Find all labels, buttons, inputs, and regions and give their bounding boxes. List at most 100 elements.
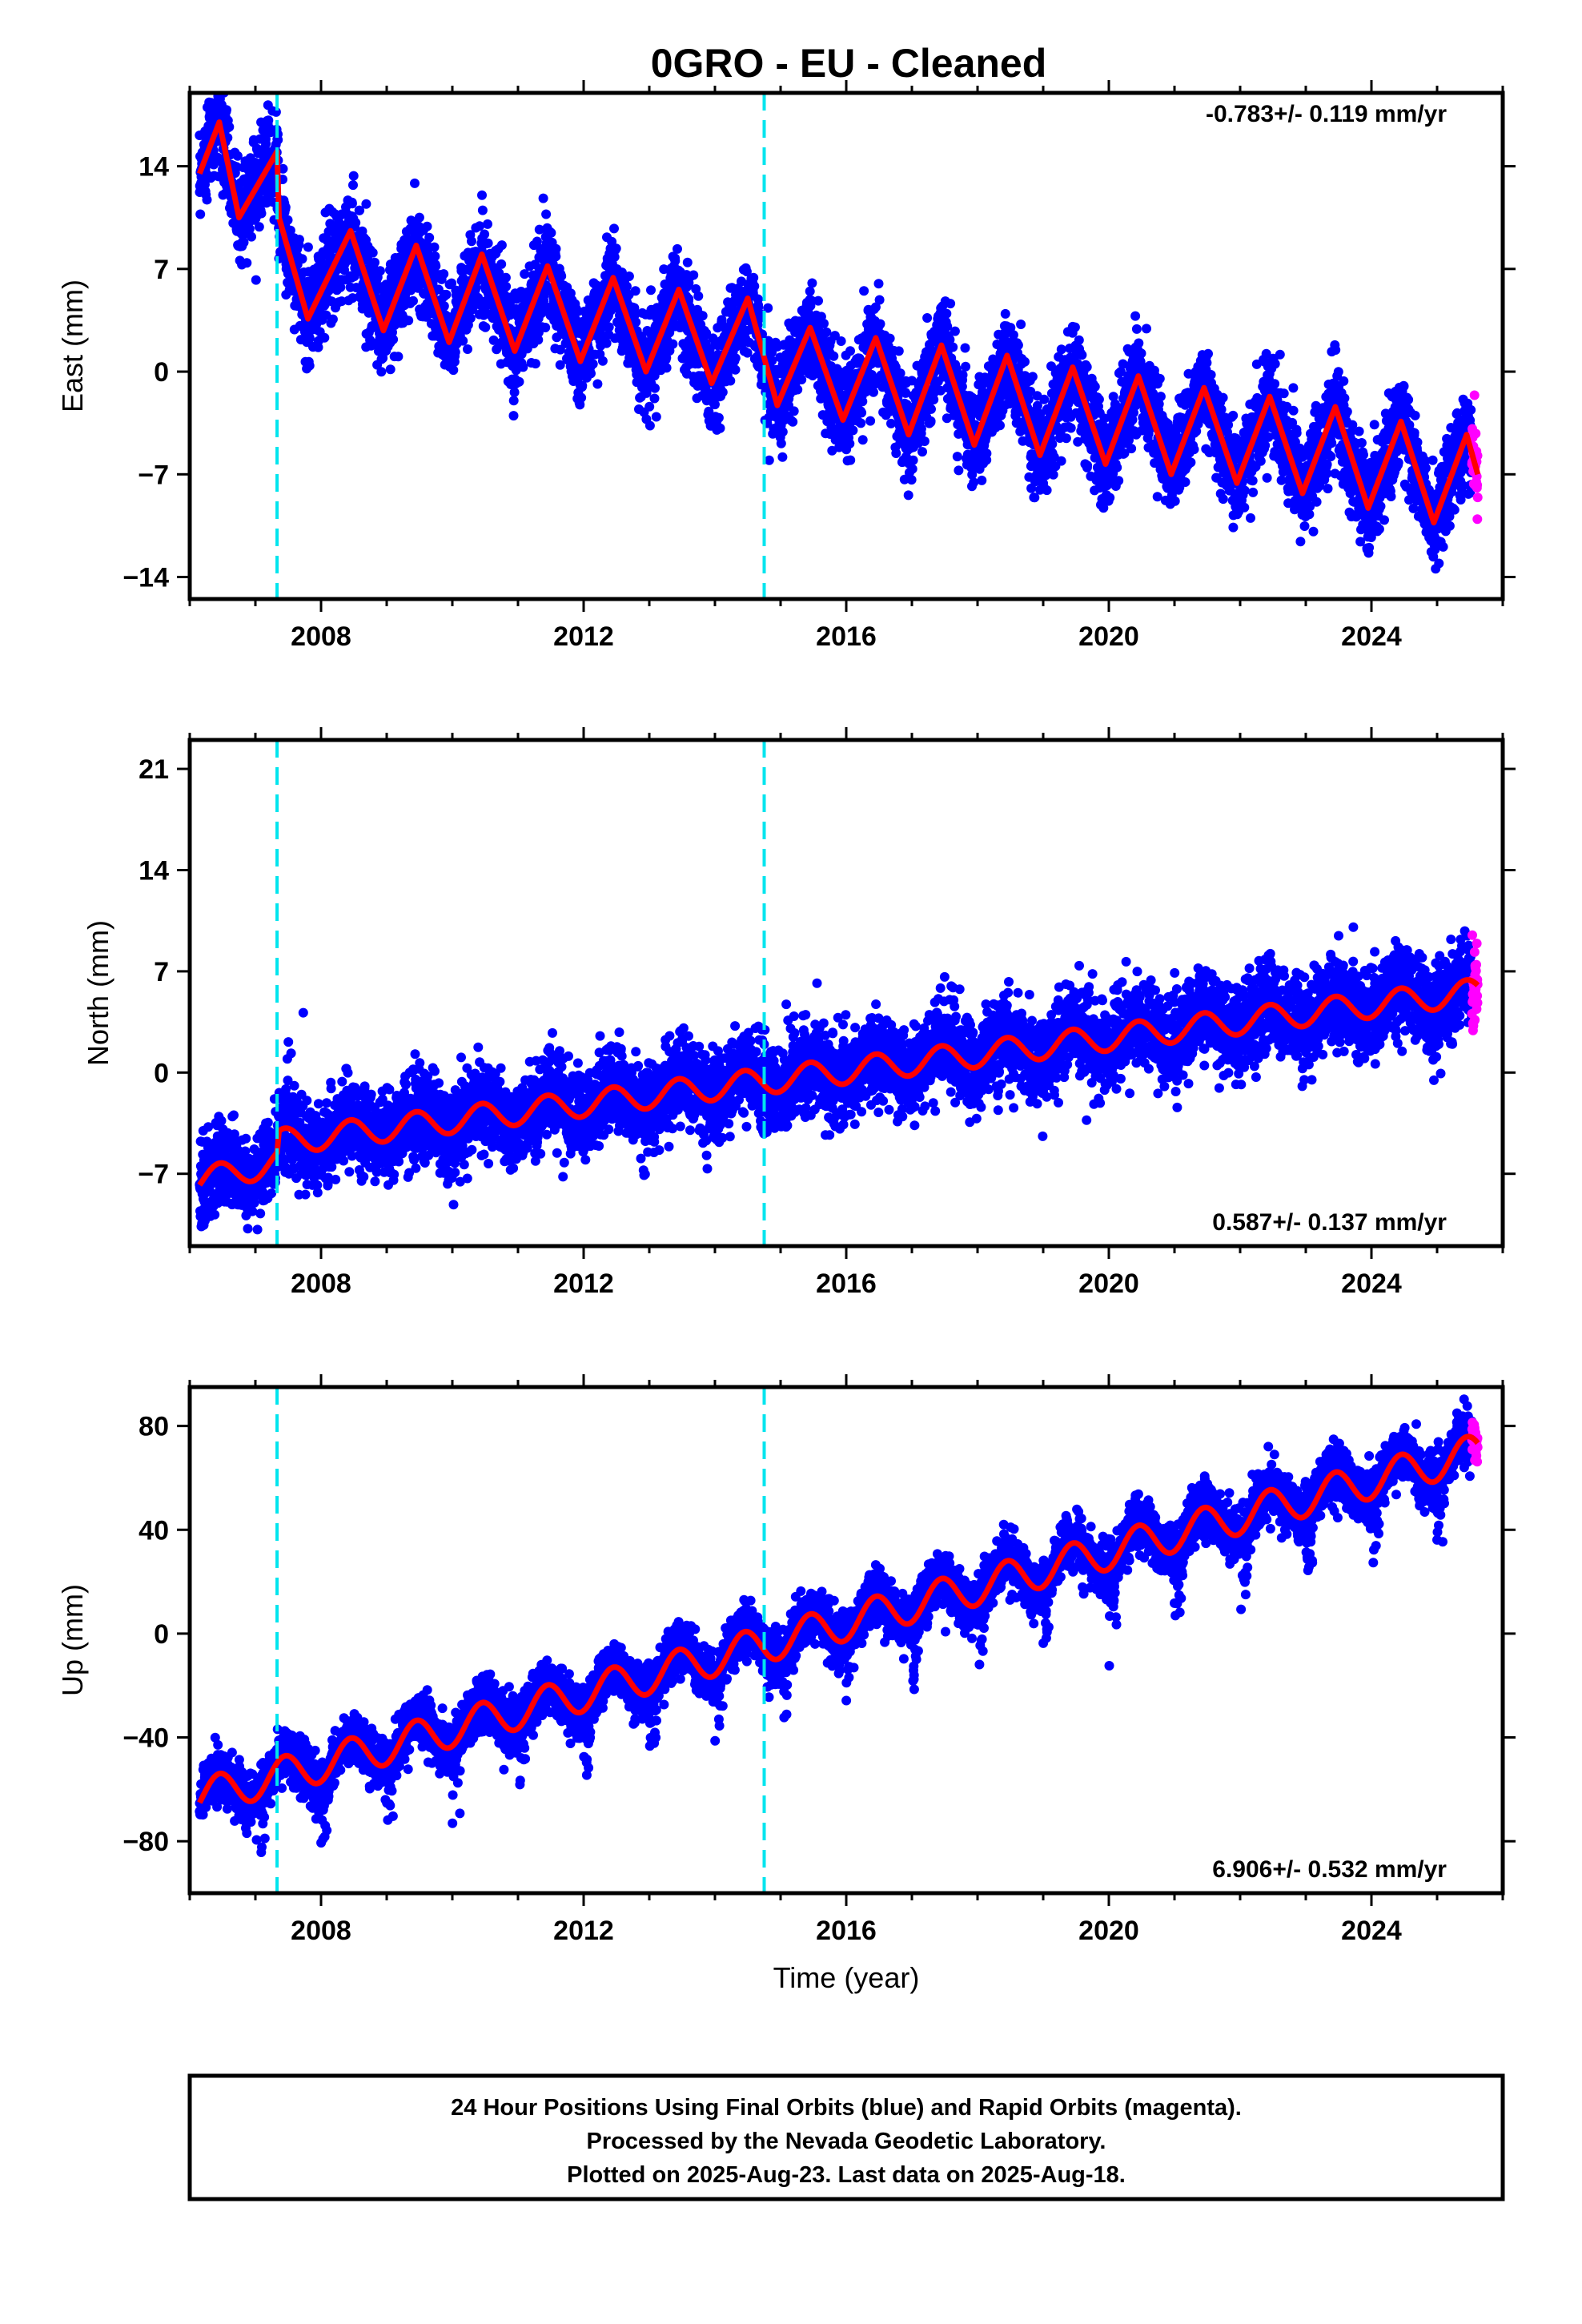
east-final-point	[280, 202, 291, 212]
east-final-point	[556, 271, 567, 281]
east-final-point	[725, 376, 736, 386]
east-final-point	[496, 240, 507, 251]
east-final-point	[764, 455, 774, 465]
east-final-point	[244, 223, 255, 234]
east-final-point	[355, 205, 365, 215]
east-final-point	[1090, 381, 1100, 392]
east-final-point	[441, 289, 452, 300]
east-data-layer	[195, 93, 1483, 599]
east-final-point	[848, 425, 858, 436]
east-final-point	[551, 243, 561, 254]
east-final-point	[538, 193, 548, 203]
east-final-point	[467, 236, 476, 247]
east-final-point	[348, 171, 359, 181]
east-final-point	[361, 199, 371, 209]
east-final-point	[845, 455, 856, 465]
east-final-point	[263, 115, 274, 126]
east-final-point	[410, 178, 420, 188]
east-final-point	[819, 319, 829, 328]
east-final-point	[715, 423, 725, 433]
east-final-point	[946, 299, 956, 309]
east-final-point	[592, 379, 603, 389]
east-final-point	[429, 242, 440, 252]
east-final-point	[1042, 485, 1052, 496]
east-final-point	[370, 257, 379, 267]
east-final-point	[859, 286, 869, 296]
east-final-point	[969, 477, 979, 488]
east-final-point	[450, 347, 460, 357]
east-final-point	[508, 396, 519, 406]
east-final-point	[805, 286, 815, 296]
east-final-point	[908, 455, 918, 465]
east-final-point	[408, 296, 418, 306]
east-final-point	[926, 404, 936, 414]
east-final-point	[630, 286, 640, 296]
east-final-point	[294, 235, 304, 245]
east-final-point	[950, 326, 960, 336]
east-final-point	[385, 364, 396, 375]
east-final-point	[874, 295, 885, 305]
east-final-point	[697, 311, 708, 321]
east-final-point	[483, 219, 492, 229]
east-final-point	[611, 243, 621, 254]
east-final-point	[231, 162, 242, 172]
east-final-point	[304, 360, 315, 371]
east-final-point	[465, 313, 476, 324]
east-final-point	[717, 387, 728, 397]
east-final-point	[1066, 423, 1076, 433]
east-final-point	[1013, 340, 1023, 350]
east-final-point	[604, 322, 614, 332]
east-final-point	[891, 448, 901, 458]
east-final-point	[509, 387, 520, 397]
east-final-point	[501, 281, 512, 292]
east-final-point	[477, 190, 487, 200]
east-final-point	[857, 396, 868, 407]
east-final-point	[327, 314, 338, 324]
east-final-point	[713, 412, 724, 423]
east-final-point	[1056, 344, 1066, 355]
east-final-point	[480, 322, 491, 332]
east-final-point	[224, 122, 235, 132]
east-final-point	[477, 205, 488, 215]
east-final-point	[297, 254, 307, 264]
east-final-point	[597, 356, 608, 366]
east-final-point	[865, 416, 876, 426]
east-final-point	[514, 376, 524, 387]
east-final-point	[650, 383, 660, 393]
east-final-point	[1048, 469, 1058, 480]
east-final-point	[375, 266, 385, 276]
east-final-point	[388, 334, 399, 344]
east-final-point	[777, 427, 788, 437]
east-final-point	[907, 464, 917, 474]
east-final-point	[749, 272, 759, 283]
east-final-point	[673, 243, 682, 254]
east-final-point	[776, 438, 786, 448]
east-final-point	[895, 368, 905, 379]
east-final-point	[483, 238, 493, 248]
east-final-point	[893, 346, 904, 356]
east-final-point	[1020, 356, 1030, 367]
east-final-point	[926, 416, 936, 426]
east-final-point	[336, 296, 347, 307]
east-final-point	[954, 465, 964, 476]
east-final-point	[1056, 456, 1066, 466]
east-final-point	[496, 259, 507, 269]
east-final-point	[977, 475, 987, 485]
east-final-point	[670, 255, 681, 266]
east-final-point	[906, 475, 917, 485]
east-final-point	[251, 275, 261, 285]
east-final-point	[829, 351, 839, 361]
east-final-point	[376, 367, 387, 377]
east-final-point	[948, 342, 958, 352]
east-final-point	[458, 336, 468, 346]
east-final-point	[1000, 308, 1010, 319]
east-final-point	[351, 218, 361, 228]
east-final-point	[347, 293, 358, 304]
east-final-point	[845, 439, 855, 448]
east-final-point	[942, 308, 952, 319]
east-final-point	[917, 447, 927, 457]
east-final-point	[730, 353, 741, 364]
east-final-point	[668, 339, 678, 349]
east-final-point	[621, 281, 632, 292]
east-final-point	[601, 338, 612, 348]
